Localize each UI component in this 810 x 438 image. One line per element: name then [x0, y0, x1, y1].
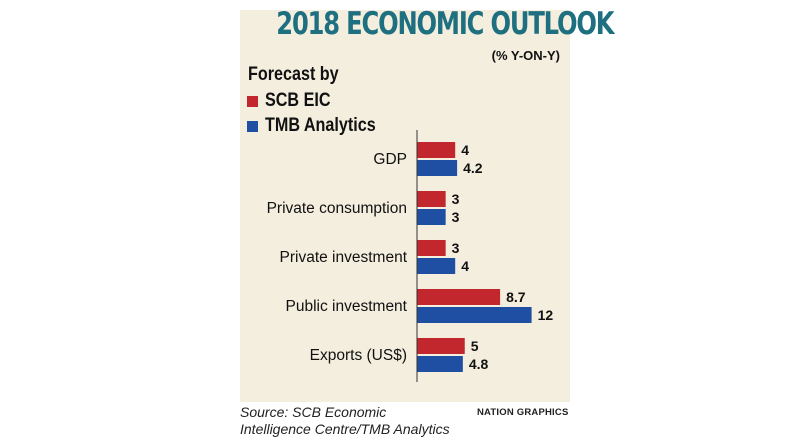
- legend-label-scb: SCB EIC: [265, 90, 331, 111]
- value-label-scb-eic-public-investment: 8.7: [506, 289, 526, 305]
- bar-tmb-analytics-gdp: [417, 160, 458, 176]
- value-label-tmb-analytics-public-investment: 12: [538, 307, 554, 323]
- category-label-gdp: GDP: [373, 151, 407, 168]
- bar-tmb-analytics-private-consumption: [417, 209, 446, 225]
- value-label-tmb-analytics-private-investment: 4: [461, 258, 469, 274]
- category-label-exports-us: Exports (US$): [310, 347, 407, 364]
- legend-title: Forecast by: [248, 64, 339, 85]
- bar-scb-eic-public-investment: [417, 289, 501, 305]
- bar-scb-eic-gdp: [417, 142, 456, 158]
- value-label-scb-eic-private-consumption: 3: [452, 191, 460, 207]
- value-label-scb-eic-gdp: 4: [461, 142, 469, 158]
- value-label-tmb-analytics-exports-us: 4.8: [469, 356, 489, 372]
- legend-item-scb: SCB EIC: [247, 90, 342, 112]
- legend-item-tmb: TMB Analytics: [247, 115, 395, 137]
- value-label-tmb-analytics-private-consumption: 3: [452, 209, 460, 225]
- bar-tmb-analytics-private-investment: [417, 258, 456, 274]
- value-label-scb-eic-private-investment: 3: [452, 240, 460, 256]
- source-line-2: Intelligence Centre/TMB Analytics: [240, 421, 450, 437]
- chart-title: 2018 ECONOMIC OUTLOOK: [276, 6, 614, 42]
- bar-scb-eic-private-investment: [417, 240, 446, 256]
- source-note: Source: SCB Economic Intelligence Centre…: [240, 404, 450, 438]
- bar-tmb-analytics-exports-us: [417, 356, 463, 372]
- legend-label-tmb: TMB Analytics: [265, 115, 376, 136]
- chart-panel: [240, 10, 570, 402]
- category-label-private-investment: Private investment: [280, 249, 408, 266]
- bar-tmb-analytics-public-investment: [417, 307, 532, 323]
- value-label-tmb-analytics-gdp: 4.2: [463, 160, 483, 176]
- bar-scb-eic-private-consumption: [417, 191, 446, 207]
- legend-swatch-scb: [247, 95, 258, 107]
- source-line-1: Source: SCB Economic: [240, 404, 387, 420]
- bar-scb-eic-exports-us: [417, 338, 465, 354]
- value-label-scb-eic-exports-us: 5: [471, 338, 479, 354]
- credit-label: NATION GRAPHICS: [477, 407, 569, 418]
- category-label-public-investment: Public investment: [286, 298, 408, 315]
- legend-swatch-tmb: [247, 120, 258, 132]
- category-label-private-consumption: Private consumption: [267, 200, 407, 217]
- chart-subtitle: (% Y-ON-Y): [491, 48, 560, 63]
- bar-chart: GDP 4 4.2 Private consumption 3 3 Private inve…: [267, 130, 554, 382]
